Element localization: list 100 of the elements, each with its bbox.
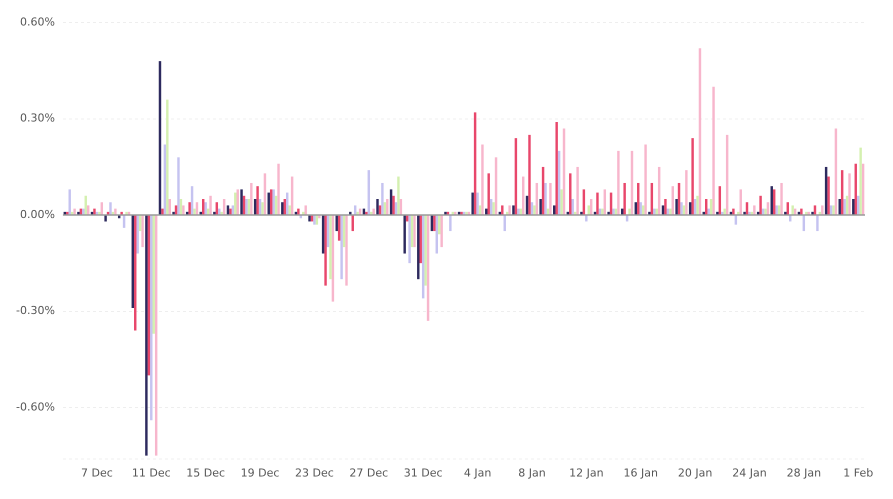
bar: [80, 208, 82, 215]
bar: [86, 205, 90, 215]
bar: [596, 192, 599, 215]
bar: [186, 212, 188, 215]
bar: [750, 212, 754, 215]
bar: [196, 202, 198, 215]
bar: [136, 216, 139, 254]
bar: [100, 202, 104, 215]
bar: [492, 202, 495, 215]
bar: [471, 192, 474, 215]
bar: [270, 189, 272, 215]
bar: [614, 208, 618, 215]
bar: [734, 216, 738, 225]
bar: [656, 208, 658, 215]
bar: [732, 208, 735, 215]
bar: [653, 208, 656, 215]
bar: [354, 205, 356, 215]
bar: [628, 208, 631, 215]
bar: [182, 205, 185, 215]
x-tick-label: 16 Jan: [623, 466, 658, 480]
bar: [762, 208, 764, 215]
bar: [417, 216, 420, 280]
bar: [335, 216, 338, 232]
bar: [723, 208, 726, 215]
bar: [794, 208, 796, 215]
x-tick-label: 15 Dec: [186, 466, 226, 480]
bar: [302, 212, 304, 215]
bar: [852, 199, 855, 215]
bar: [743, 212, 746, 215]
bar: [716, 212, 719, 215]
bar: [637, 182, 640, 215]
bar: [329, 216, 332, 280]
bar: [70, 212, 74, 215]
bar: [862, 164, 864, 215]
bar: [454, 212, 456, 215]
bar: [766, 202, 770, 215]
bar: [802, 216, 806, 232]
bar: [698, 48, 702, 215]
bar: [490, 199, 492, 215]
bar: [446, 212, 450, 215]
bar: [824, 166, 828, 215]
bar: [106, 212, 110, 215]
bar: [188, 202, 191, 215]
bar: [286, 192, 288, 215]
bar: [658, 166, 660, 215]
bar: [180, 199, 182, 215]
bar: [368, 170, 370, 215]
bar: [506, 212, 508, 215]
bar: [161, 208, 164, 215]
bar: [522, 176, 524, 215]
bar: [536, 182, 538, 215]
bar: [424, 216, 427, 286]
bar: [571, 199, 574, 215]
x-tick-label: 20 Jan: [678, 466, 712, 480]
bar: [430, 216, 434, 232]
bar: [422, 216, 424, 298]
bar: [753, 205, 756, 215]
bar: [226, 205, 230, 215]
bar: [721, 212, 724, 215]
bar: [400, 199, 402, 215]
bar: [784, 212, 787, 215]
bar: [281, 202, 284, 215]
bar: [120, 212, 123, 215]
bar: [590, 199, 592, 215]
bar: [73, 208, 76, 215]
bar: [310, 216, 314, 222]
bar: [338, 216, 340, 241]
bar: [821, 205, 824, 215]
bar: [316, 216, 318, 225]
bar: [770, 186, 773, 215]
bar: [791, 205, 794, 215]
bar: [780, 182, 783, 215]
bar: [288, 205, 291, 215]
bar: [626, 216, 628, 222]
bar: [512, 205, 515, 215]
bar: [264, 173, 266, 215]
bar: [805, 212, 808, 215]
bar: [582, 189, 586, 215]
bar: [756, 212, 760, 215]
y-tick-label: -0.30%: [16, 304, 55, 318]
bar: [846, 196, 848, 215]
bar: [617, 150, 620, 215]
bar: [514, 138, 518, 215]
bar: [390, 189, 392, 215]
bar: [222, 199, 226, 215]
bar: [68, 189, 71, 215]
bar: [352, 216, 354, 232]
bar: [82, 208, 85, 215]
bar: [666, 208, 670, 215]
bar: [574, 212, 576, 215]
x-tick-label: 8 Jan: [518, 466, 546, 480]
y-tick-label: 0.30%: [20, 112, 55, 125]
y-tick-label: -0.60%: [16, 400, 55, 414]
bar: [433, 216, 436, 232]
bar: [234, 192, 237, 215]
bar: [284, 199, 286, 215]
bar: [406, 216, 408, 222]
bar: [807, 212, 810, 215]
bar: [294, 212, 298, 215]
bar: [604, 189, 606, 215]
